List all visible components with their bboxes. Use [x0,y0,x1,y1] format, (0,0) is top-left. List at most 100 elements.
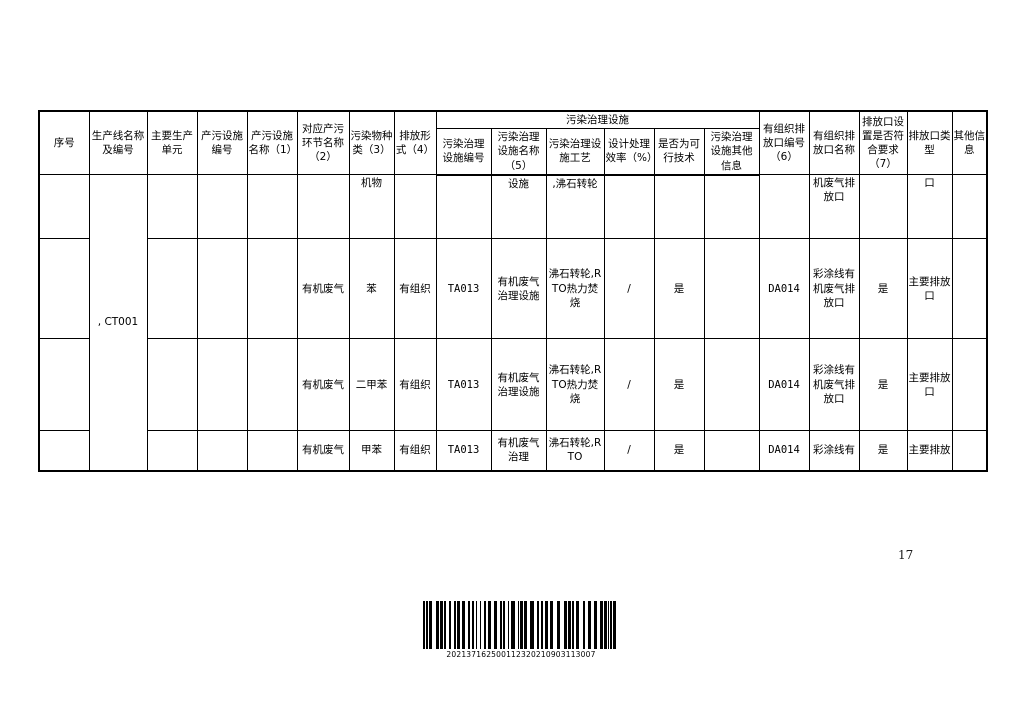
cell-outlet-no: DA014 [758,430,810,472]
page-number: 17 [898,548,914,562]
cell-ctrl-fac-no: TA013 [435,338,492,432]
cell-gen-fac-name [246,238,298,340]
cell-outlet-ok: 是 [858,238,908,340]
cell-gen-fac-no [196,430,248,472]
col-header-pollutant-type: 污染物种类（3） [348,110,395,176]
col-header-outlet-no: 有组织排放口编号（6） [758,110,810,176]
cell-outlet-name: 彩涂线有 [808,430,860,472]
cell-emit-form: 有组织 [393,338,437,432]
cell-other-info [951,238,988,340]
table-row: , CT001 机物 设施 ,沸石转轮 机废气排放口 口 [38,174,988,472]
cell-emit-form [393,174,437,240]
table-row: 有机废气 二甲苯 有组织 TA013 有机废气治理设施 沸石转轮,RTO热力焚烧… [38,338,988,432]
cell-ctrl-fac-name: 有机废气治理设施 [490,238,547,340]
cell-other-info [951,338,988,432]
cell-pollutant-type: 甲苯 [348,430,395,472]
table-row: 有机废气 苯 有组织 TA013 有机废气治理设施 沸石转轮,RTO热力焚烧 /… [38,238,988,340]
cell-ctrl-other [703,338,760,432]
cell-gen-fac-no [196,338,248,432]
cell-ctrl-other [703,174,760,240]
cell-design-eff: / [603,338,655,432]
cell-outlet-ok [858,174,908,240]
cell-other-info [951,430,988,472]
cell-outlet-no [758,174,810,240]
col-header-gen-fac-name: 产污设施名称（1） [246,110,298,176]
cell-outlet-name: 彩涂线有机废气排放口 [808,238,860,340]
cell-outlet-type: 口 [906,174,953,240]
cell-gen-fac-name [246,174,298,240]
cell-outlet-name: 机废气排放口 [808,174,860,240]
barcode: 202137162500112320210903113007 [419,601,623,659]
cell-ctrl-fac-name: 有机废气治理 [490,430,547,472]
cell-ctrl-fac-tech: 沸石转轮,RTO [545,430,605,472]
cell-main-unit [146,430,198,472]
cell-ctrl-other [703,238,760,340]
col-header-gen-fac-no: 产污设施编号 [196,110,248,176]
cell-main-unit [146,174,198,240]
cell-line-name-no: , CT001 [88,174,148,472]
col-header-outlet-name: 有组织排放口名称 [808,110,860,176]
cell-outlet-type: 主要排放 [906,430,953,472]
cell-seq [38,338,90,432]
cell-outlet-ok: 是 [858,338,908,432]
cell-gen-fac-no [196,174,248,240]
cell-link-name: 有机废气 [296,338,350,432]
col-header-design-eff: 设计处理效率（%） [603,128,655,176]
cell-feasible: 是 [653,338,705,432]
col-header-seq: 序号 [38,110,90,176]
pollution-control-table-wrapper: 序号 生产线名称及编号 主要生产单元 产污设施编号 产污设施名称（1） 对应产污… [38,110,988,472]
cell-ctrl-fac-no: TA013 [435,430,492,472]
cell-emit-form: 有组织 [393,238,437,340]
cell-main-unit [146,238,198,340]
table-row: 有机废气 甲苯 有组织 TA013 有机废气治理 沸石转轮,RTO / 是 DA… [38,430,988,472]
cell-pollutant-type: 苯 [348,238,395,340]
barcode-number: 202137162500112320210903113007 [446,650,596,659]
col-header-ctrl-other: 污染治理设施其他信息 [703,128,760,176]
cell-outlet-name: 彩涂线有机废气排放口 [808,338,860,432]
cell-ctrl-other [703,430,760,472]
barcode-bars [419,601,623,649]
cell-design-eff: / [603,430,655,472]
cell-ctrl-fac-no: TA013 [435,238,492,340]
header-row-sub: 污染治理设施编号 污染治理设施名称（5） 污染治理设施工艺 设计处理效率（%） … [39,128,987,176]
cell-design-eff [603,174,655,240]
cell-feasible [653,174,705,240]
cell-gen-fac-name [246,338,298,432]
cell-outlet-type: 主要排放口 [906,338,953,432]
table-body: , CT001 机物 设施 ,沸石转轮 机废气排放口 口 [38,174,988,472]
cell-ctrl-fac-tech: ,沸石转轮 [545,174,605,240]
cell-outlet-no: DA014 [758,238,810,340]
cell-other-info [951,174,988,240]
cell-seq [38,238,90,340]
cell-ctrl-fac-tech: 沸石转轮,RTO热力焚烧 [545,238,605,340]
col-header-link-name: 对应产污环节名称（2） [296,110,350,176]
cell-feasible: 是 [653,238,705,340]
cell-pollutant-type: 机物 [348,174,395,240]
cell-outlet-ok: 是 [858,430,908,472]
cell-emit-form: 有组织 [393,430,437,472]
col-header-ctrl-fac-tech: 污染治理设施工艺 [545,128,605,176]
cell-design-eff: / [603,238,655,340]
cell-gen-fac-no [196,238,248,340]
cell-seq [38,174,90,240]
cell-link-name: 有机废气 [296,238,350,340]
cell-pollutant-type: 二甲苯 [348,338,395,432]
cell-feasible: 是 [653,430,705,472]
cell-link-name [296,174,350,240]
col-header-outlet-type: 排放口类型 [906,110,953,176]
col-header-emit-form: 排放形式（4） [393,110,437,176]
cell-seq [38,430,90,472]
col-header-other-info: 其他信息 [951,110,988,176]
cell-ctrl-fac-name: 有机废气治理设施 [490,338,547,432]
col-header-feasible: 是否为可行技术 [653,128,705,176]
col-header-main-unit: 主要生产单元 [146,110,198,176]
cell-link-name: 有机废气 [296,430,350,472]
cell-main-unit [146,338,198,432]
cell-outlet-type: 主要排放口 [906,238,953,340]
cell-outlet-no: DA014 [758,338,810,432]
cell-ctrl-fac-tech: 沸石转轮,RTO热力焚烧 [545,338,605,432]
col-header-group-pollution-control-facility: 污染治理设施 [435,110,760,130]
pollution-control-table: 序号 生产线名称及编号 主要生产单元 产污设施编号 产污设施名称（1） 对应产污… [38,110,988,472]
col-header-line-name-no: 生产线名称及编号 [88,110,148,176]
